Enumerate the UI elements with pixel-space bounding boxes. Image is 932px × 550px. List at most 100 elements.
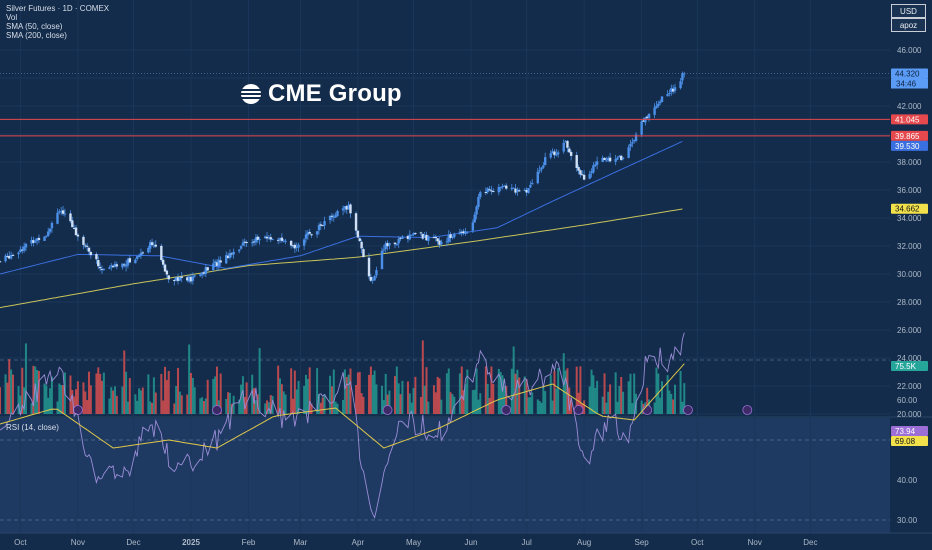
candle-body[interactable] bbox=[310, 234, 313, 236]
candle-body[interactable] bbox=[386, 242, 389, 247]
candle-body[interactable] bbox=[317, 225, 321, 231]
candle-body[interactable] bbox=[679, 81, 682, 89]
candle-body[interactable] bbox=[360, 241, 363, 249]
candle-body[interactable] bbox=[204, 267, 208, 274]
candle-body[interactable] bbox=[72, 227, 76, 229]
candle-body[interactable] bbox=[518, 190, 521, 192]
candle-body[interactable] bbox=[59, 211, 63, 213]
candle-body[interactable] bbox=[95, 254, 98, 260]
candle-body[interactable] bbox=[577, 167, 580, 171]
candle-body[interactable] bbox=[150, 242, 154, 245]
candle-body[interactable] bbox=[304, 234, 308, 239]
candle-body[interactable] bbox=[269, 237, 272, 240]
candle-body[interactable] bbox=[202, 272, 206, 274]
candle-body[interactable] bbox=[347, 205, 350, 210]
candle-body[interactable] bbox=[82, 236, 85, 245]
event-marker-icon[interactable] bbox=[501, 405, 512, 415]
candle-body[interactable] bbox=[189, 276, 193, 282]
candle-body[interactable] bbox=[362, 249, 365, 258]
candle-body[interactable] bbox=[63, 213, 67, 215]
candle-body[interactable] bbox=[499, 187, 502, 189]
candle-body[interactable] bbox=[332, 216, 335, 218]
candle-body[interactable] bbox=[263, 236, 267, 239]
candle-body[interactable] bbox=[479, 192, 482, 197]
candle-body[interactable] bbox=[510, 187, 514, 190]
candle-body[interactable] bbox=[149, 242, 152, 249]
event-marker-icon[interactable] bbox=[573, 405, 584, 415]
candle-body[interactable] bbox=[464, 231, 467, 234]
candle-body[interactable] bbox=[349, 204, 352, 214]
candle-body[interactable] bbox=[265, 236, 269, 239]
candle-body[interactable] bbox=[531, 182, 534, 185]
candle-body[interactable] bbox=[58, 211, 61, 213]
candle-body[interactable] bbox=[302, 239, 306, 246]
candle-body[interactable] bbox=[297, 244, 300, 248]
candle-body[interactable] bbox=[503, 185, 506, 187]
candle-body[interactable] bbox=[397, 238, 400, 244]
candle-body[interactable] bbox=[280, 237, 284, 241]
candle-body[interactable] bbox=[497, 186, 501, 193]
candle-body[interactable] bbox=[35, 238, 39, 241]
candle-body[interactable] bbox=[569, 151, 573, 156]
candle-body[interactable] bbox=[525, 189, 528, 193]
candle-body[interactable] bbox=[358, 238, 361, 242]
candle-body[interactable] bbox=[321, 225, 324, 227]
candle-body[interactable] bbox=[47, 231, 50, 237]
event-marker-icon[interactable] bbox=[72, 405, 83, 415]
candle-body[interactable] bbox=[225, 255, 228, 264]
candle-body[interactable] bbox=[256, 236, 259, 240]
candle-body[interactable] bbox=[50, 222, 54, 229]
candle-body[interactable] bbox=[226, 255, 230, 259]
candle-body[interactable] bbox=[549, 153, 552, 158]
candle-body[interactable] bbox=[369, 276, 373, 281]
candle-body[interactable] bbox=[250, 242, 254, 244]
candle-body[interactable] bbox=[328, 215, 332, 221]
candle-body[interactable] bbox=[655, 105, 658, 109]
candle-body[interactable] bbox=[449, 234, 452, 239]
candle-body[interactable] bbox=[245, 242, 248, 244]
candle-body[interactable] bbox=[668, 93, 671, 95]
candle-body[interactable] bbox=[276, 239, 280, 241]
candle-body[interactable] bbox=[238, 249, 241, 252]
candle-body[interactable] bbox=[126, 259, 130, 266]
candle-body[interactable] bbox=[543, 157, 547, 166]
candle-body[interactable] bbox=[556, 152, 560, 155]
candle-body[interactable] bbox=[382, 249, 386, 251]
candle-body[interactable] bbox=[568, 148, 571, 153]
candle-body[interactable] bbox=[252, 241, 256, 243]
candle-body[interactable] bbox=[434, 236, 437, 238]
candle-body[interactable] bbox=[562, 142, 565, 152]
candle-body[interactable] bbox=[634, 134, 638, 141]
candle-body[interactable] bbox=[152, 245, 156, 247]
candle-body[interactable] bbox=[37, 237, 41, 240]
candle-body[interactable] bbox=[594, 164, 597, 166]
candle-body[interactable] bbox=[354, 213, 358, 231]
candle-body[interactable] bbox=[295, 246, 298, 248]
candle-body[interactable] bbox=[608, 157, 612, 162]
event-marker-icon[interactable] bbox=[212, 405, 222, 415]
candle-body[interactable] bbox=[477, 196, 480, 208]
candle-body[interactable] bbox=[681, 73, 684, 81]
candle-body[interactable] bbox=[536, 171, 539, 184]
candle-body[interactable] bbox=[514, 188, 517, 193]
candle-body[interactable] bbox=[110, 265, 113, 267]
candle-body[interactable] bbox=[271, 239, 274, 241]
candle-body[interactable] bbox=[232, 251, 235, 255]
candle-body[interactable] bbox=[48, 228, 52, 232]
candle-body[interactable] bbox=[102, 268, 106, 270]
candle-body[interactable] bbox=[581, 174, 584, 176]
candle-body[interactable] bbox=[658, 101, 662, 104]
event-marker-icon[interactable] bbox=[642, 405, 653, 415]
candle-body[interactable] bbox=[43, 236, 46, 241]
candle-body[interactable] bbox=[642, 120, 645, 122]
candle-body[interactable] bbox=[323, 221, 326, 226]
sma200-legend[interactable]: SMA (200, close) bbox=[6, 31, 67, 40]
candle-body[interactable] bbox=[492, 191, 495, 193]
candle-body[interactable] bbox=[614, 158, 617, 162]
candle-body[interactable] bbox=[540, 167, 543, 170]
candle-body[interactable] bbox=[206, 267, 209, 271]
candle-body[interactable] bbox=[30, 239, 33, 244]
candle-body[interactable] bbox=[100, 269, 104, 271]
candle-body[interactable] bbox=[564, 141, 567, 143]
